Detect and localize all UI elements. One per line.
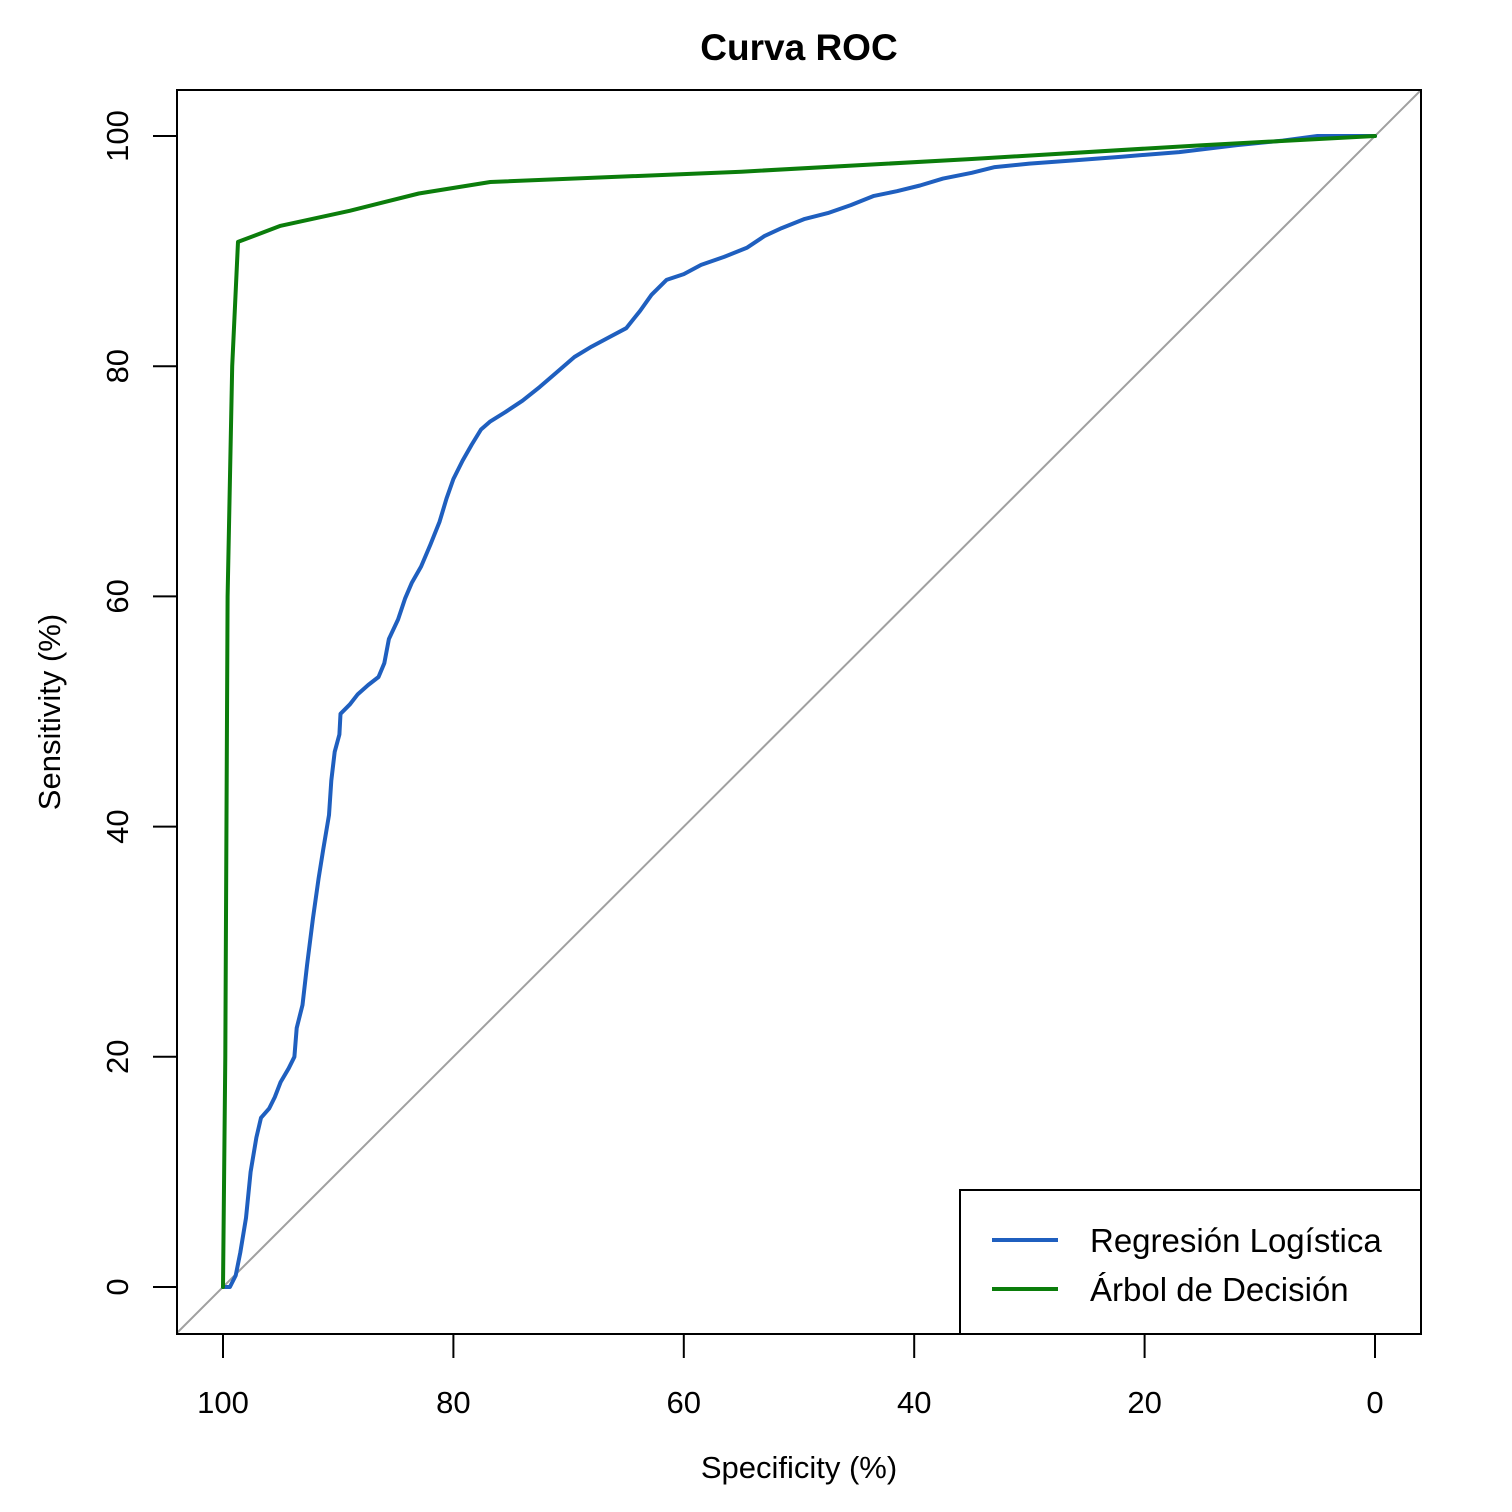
- x-axis-label: Specificity (%): [701, 1450, 897, 1485]
- plot-area: [177, 90, 1421, 1334]
- x-tick-label: 0: [1366, 1385, 1383, 1420]
- x-axis: 100 80 60 40 20 0: [197, 1333, 1384, 1420]
- x-tick-label: 100: [197, 1385, 249, 1420]
- reference-diagonal-line: [177, 90, 1421, 1334]
- legend: Regresión Logística Árbol de Decisión: [959, 1189, 1422, 1335]
- arbol-de-decision-line: [221, 134, 1377, 1289]
- legend-label-arbol-de-decision: Árbol de Decisión: [1090, 1271, 1349, 1308]
- x-tick-label: 40: [897, 1385, 931, 1420]
- y-axis-label: Sensitivity (%): [32, 614, 67, 810]
- y-tick-label: 60: [100, 579, 135, 613]
- legend-label-regresion-logistica: Regresión Logística: [1090, 1222, 1382, 1259]
- regresion-logistica-line: [221, 134, 1377, 1289]
- y-axis: 0 20 40 60 80 100: [100, 110, 178, 1296]
- chart-title: Curva ROC: [700, 27, 897, 68]
- x-tick-label: 20: [1127, 1385, 1161, 1420]
- y-tick-label: 80: [100, 349, 135, 383]
- y-tick-label: 40: [100, 809, 135, 843]
- y-tick-label: 20: [100, 1040, 135, 1074]
- legend-box: [959, 1189, 1422, 1335]
- x-tick-label: 60: [667, 1385, 701, 1420]
- y-tick-label: 100: [100, 110, 135, 162]
- x-tick-label: 80: [436, 1385, 470, 1420]
- y-tick-label: 0: [100, 1278, 135, 1295]
